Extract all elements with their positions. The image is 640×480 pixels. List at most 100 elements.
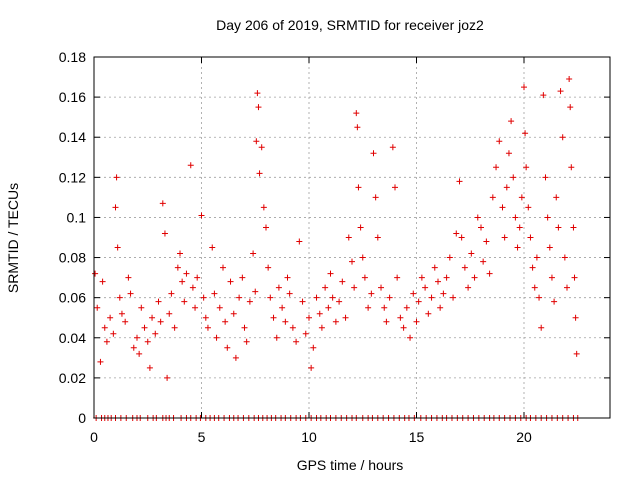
data-point: [567, 104, 574, 111]
data-point: [450, 294, 457, 301]
data-point: [168, 290, 175, 297]
data-point: [527, 234, 534, 241]
data-point: [239, 274, 246, 281]
data-point: [267, 294, 274, 301]
data-point: [339, 278, 346, 285]
data-point: [425, 310, 432, 317]
data-point: [365, 304, 372, 311]
data-point: [157, 318, 164, 325]
data-point: [493, 164, 500, 171]
data-point: [529, 264, 536, 271]
data-point: [443, 274, 450, 281]
data-point: [428, 294, 435, 301]
data-point: [282, 318, 289, 325]
data-point: [336, 298, 343, 305]
data-point: [107, 314, 114, 321]
data-point: [273, 334, 280, 341]
data-point: [327, 270, 334, 277]
data-point: [551, 298, 558, 305]
data-point: [533, 254, 540, 261]
data-point: [92, 270, 99, 277]
data-point: [122, 318, 129, 325]
data-point: [174, 264, 181, 271]
y-tick-label: 0: [78, 410, 86, 426]
data-point: [525, 204, 532, 211]
data-point: [437, 304, 444, 311]
data-point: [161, 230, 168, 237]
data-point: [368, 290, 375, 297]
data-point: [209, 244, 216, 251]
data-point: [386, 294, 393, 301]
grid-lines: [94, 57, 610, 418]
data-point: [254, 90, 261, 97]
data-point: [570, 224, 577, 231]
data-point: [97, 358, 104, 365]
data-point: [236, 294, 243, 301]
plot-frame: [93, 56, 611, 419]
data-point: [152, 330, 159, 337]
data-point: [263, 224, 269, 231]
data-point: [568, 164, 575, 171]
data-point: [407, 334, 414, 341]
data-point: [372, 194, 379, 201]
y-tick-label: 0.12: [59, 169, 86, 185]
data-point: [306, 314, 312, 321]
data-point: [355, 184, 362, 191]
data-point: [194, 274, 201, 281]
data-point: [544, 214, 551, 221]
data-point: [555, 224, 562, 231]
data-point: [224, 344, 231, 351]
x-axis-ticks: 0 5 10 15 20: [90, 57, 532, 445]
data-point: [144, 338, 151, 345]
data-point: [564, 284, 570, 291]
data-point: [171, 324, 178, 331]
data-point: [413, 318, 420, 325]
data-point: [522, 130, 529, 137]
data-point: [389, 144, 396, 151]
y-tick-label: 0.02: [59, 370, 86, 386]
data-point: [252, 288, 259, 295]
data-point: [146, 364, 153, 371]
data-point: [458, 234, 465, 241]
data-point: [357, 224, 364, 231]
data-point: [461, 264, 468, 271]
data-point: [134, 334, 140, 341]
data-point: [177, 250, 183, 257]
data-point: [279, 304, 286, 311]
data-point: [204, 324, 211, 331]
data-point: [136, 350, 143, 357]
data-point: [289, 324, 296, 331]
data-point: [536, 294, 543, 301]
data-point: [110, 330, 117, 337]
data-point: [446, 254, 453, 261]
data-point: [440, 290, 447, 297]
x-tick-label: 10: [301, 429, 317, 445]
data-point: [353, 110, 360, 117]
data-point: [211, 290, 218, 297]
data-point: [125, 274, 132, 281]
data-point: [415, 298, 422, 305]
data-point: [465, 284, 472, 291]
data-point: [381, 304, 388, 311]
data-point: [200, 294, 207, 301]
data-point: [255, 104, 262, 111]
data-point: [114, 244, 121, 251]
data-point: [474, 214, 481, 221]
data-point: [275, 284, 282, 291]
data-point: [557, 88, 564, 95]
data-point: [310, 344, 317, 351]
data-point: [232, 354, 239, 361]
data-point: [222, 318, 229, 325]
data-point: [198, 212, 205, 219]
data-point: [94, 304, 101, 311]
data-point: [514, 244, 521, 251]
data-point: [329, 294, 336, 301]
data-point: [130, 344, 137, 351]
data-point: [566, 76, 573, 83]
data-point: [521, 84, 527, 91]
data-point: [227, 278, 234, 285]
data-point: [293, 338, 300, 345]
data-point: [313, 294, 320, 301]
data-point: [325, 304, 332, 311]
